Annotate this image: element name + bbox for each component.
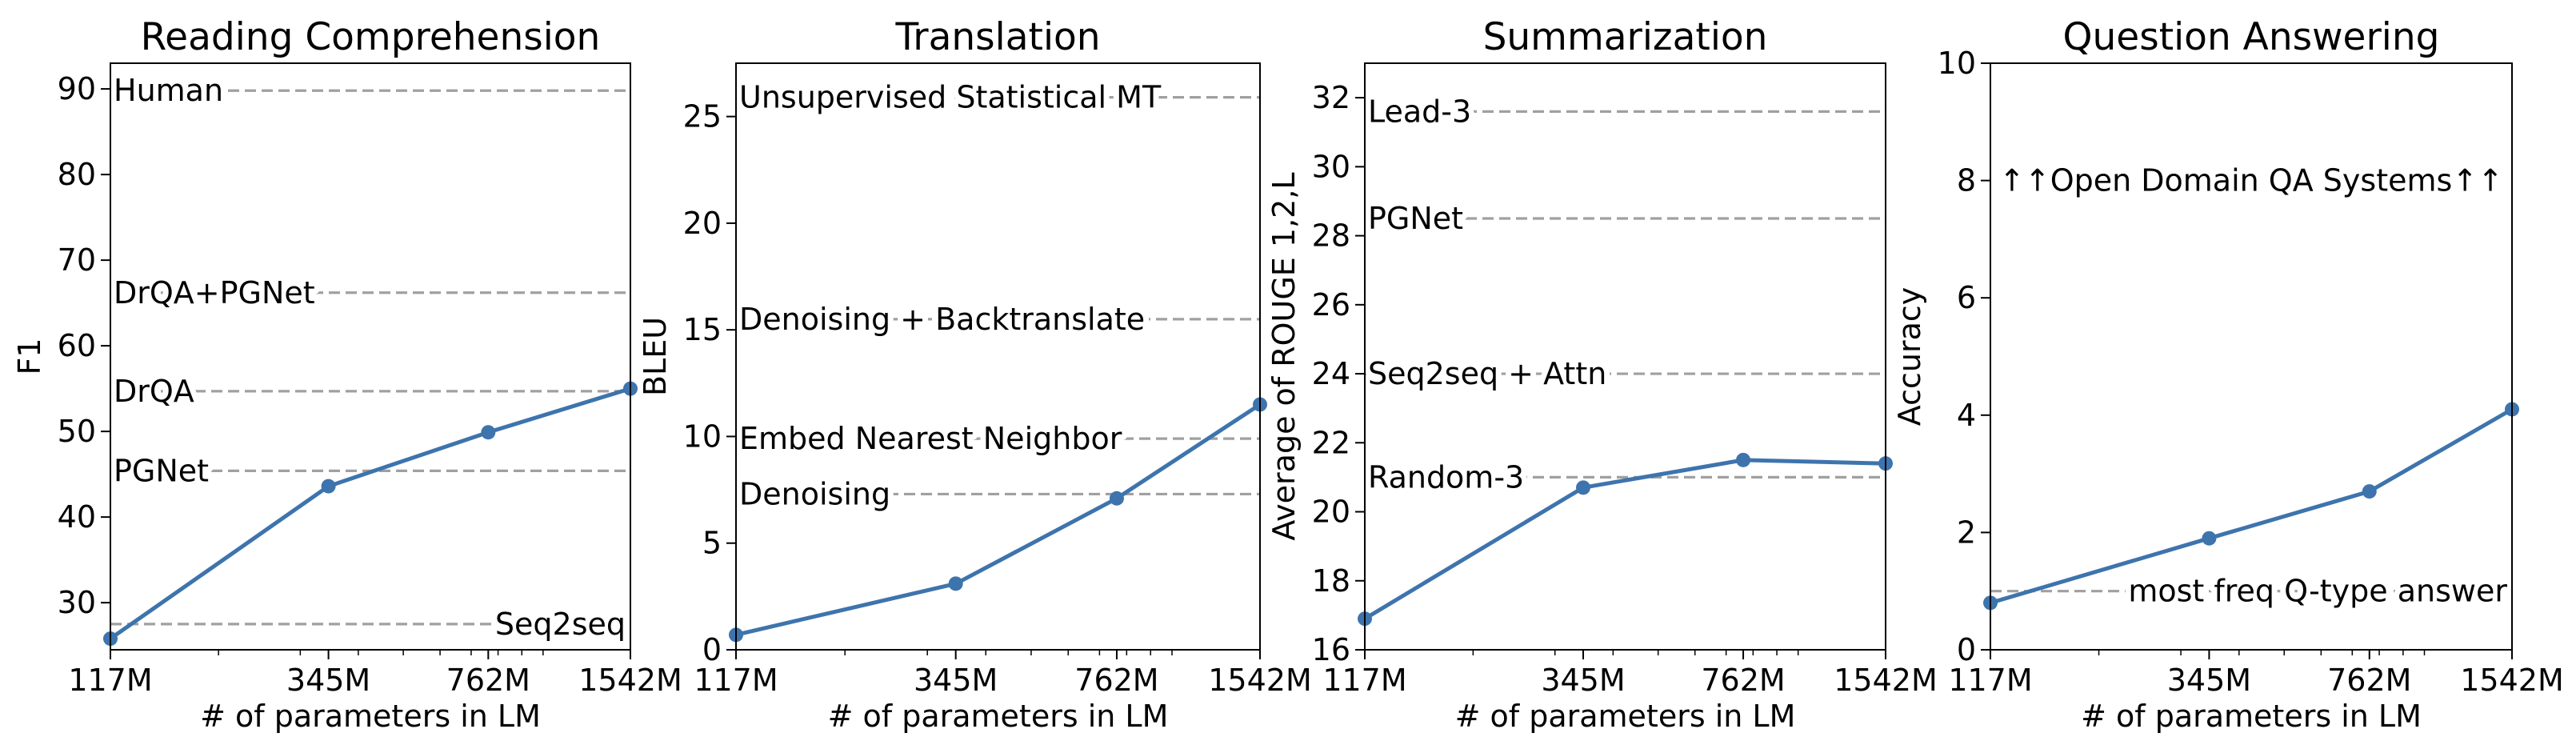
reference-label: Denoising — [739, 476, 890, 511]
panel-title: Translation — [894, 15, 1100, 59]
data-point — [1109, 491, 1124, 506]
x-axis-label: # of parameters in LM — [200, 699, 541, 734]
x-tick-label: 345M — [914, 663, 998, 698]
x-tick-label: 117M — [1948, 663, 2032, 698]
reference-label: Denoising + Backtranslate — [739, 302, 1145, 337]
panel-title: Question Answering — [2063, 15, 2440, 59]
reference-label: Random-3 — [1368, 459, 1524, 495]
reference-label: Seq2seq — [495, 607, 626, 642]
x-tick-label: 762M — [446, 663, 530, 698]
y-tick-label: 90 — [58, 71, 96, 106]
y-tick-label: 2 — [1957, 515, 1976, 550]
reference-label: Unsupervised Statistical MT — [739, 80, 1162, 115]
y-tick-label: 10 — [1938, 46, 1976, 81]
y-tick-label: 30 — [58, 585, 96, 620]
data-point — [321, 479, 336, 494]
x-tick-label: 1542M — [1208, 663, 1312, 698]
y-tick-label: 20 — [683, 206, 722, 241]
y-axis-label: BLEU — [638, 317, 673, 396]
plot-frame — [110, 62, 631, 651]
y-tick-label: 25 — [683, 99, 722, 134]
data-point — [2362, 484, 2377, 499]
reference-label: Human — [114, 73, 223, 108]
plot-frame — [735, 62, 1261, 651]
x-tick-label: 117M — [68, 663, 152, 698]
x-axis-label: # of parameters in LM — [2081, 699, 2422, 734]
y-tick-label: 15 — [683, 312, 722, 347]
x-axis-label: # of parameters in LM — [828, 699, 1169, 734]
y-tick-label: 0 — [1957, 632, 1976, 667]
x-tick-label: 1542M — [1834, 663, 1938, 698]
reference-label: Embed Nearest Neighbor — [739, 421, 1122, 456]
y-tick-label: 20 — [1312, 495, 1350, 530]
y-tick-label: 8 — [1957, 163, 1976, 198]
x-tick-label: 117M — [694, 663, 778, 698]
y-tick-label: 6 — [1957, 280, 1976, 315]
series-line — [735, 403, 1262, 637]
panel-1: Reading Comprehension Human DrQA+PGNet DrQA… — [12, 15, 682, 734]
data-point — [1575, 480, 1590, 495]
y-tick-label: 18 — [1312, 563, 1350, 599]
y-tick-label: 32 — [1312, 80, 1350, 115]
annotation-label: ↑↑Open Domain QA Systems↑↑ — [1999, 163, 2503, 198]
panel-title: Summarization — [1483, 15, 1768, 59]
x-tick-label: 345M — [2167, 663, 2251, 698]
y-tick-label: 70 — [58, 242, 96, 278]
data-point — [948, 576, 963, 591]
x-tick-label: 762M — [1074, 663, 1158, 698]
x-axis-label: # of parameters in LM — [1455, 699, 1796, 734]
x-tick-label: 762M — [1701, 663, 1785, 698]
y-tick-label: 24 — [1312, 356, 1350, 391]
y-tick-label: 30 — [1312, 149, 1350, 184]
y-tick-label: 16 — [1312, 632, 1350, 667]
y-axis-label: Accuracy — [1892, 287, 1927, 427]
y-tick-label: 26 — [1312, 287, 1350, 322]
reference-label: Seq2seq + Attn — [1368, 356, 1606, 391]
panel-2: Translation Unsupervised Statistical MT De… — [638, 15, 1312, 734]
series-line — [109, 387, 631, 641]
x-tick-label: 1542M — [2460, 663, 2564, 698]
data-point — [481, 425, 496, 440]
panel-3: Summarization Lead-3 PGNet Seq2seq + Attn Ra… — [1266, 15, 1938, 734]
reference-label: PGNet — [1368, 201, 1463, 236]
panel-4: Question Answering most freq Q-type answe… — [1892, 15, 2564, 734]
series-line — [1363, 458, 1886, 621]
y-tick-label: 22 — [1312, 425, 1350, 460]
x-tick-label: 345M — [1541, 663, 1625, 698]
reference-label: Lead-3 — [1368, 94, 1471, 129]
reference-label: most freq Q-type answer — [2128, 574, 2507, 609]
data-point — [2202, 531, 2217, 546]
y-tick-label: 0 — [702, 632, 722, 667]
plot-frame — [1364, 62, 1886, 651]
reference-label: DrQA+PGNet — [114, 275, 315, 310]
y-axis-label: Average of ROUGE 1,2,L — [1266, 172, 1302, 540]
x-tick-label: 117M — [1322, 663, 1406, 698]
y-tick-label: 60 — [58, 328, 96, 363]
y-tick-label: 5 — [702, 526, 722, 561]
y-tick-label: 10 — [683, 419, 722, 454]
y-tick-label: 50 — [58, 414, 96, 449]
y-tick-label: 28 — [1312, 218, 1350, 254]
y-tick-label: 80 — [58, 157, 96, 192]
reference-label: DrQA — [114, 374, 194, 409]
x-tick-label: 1542M — [578, 663, 682, 698]
x-tick-label: 762M — [2327, 663, 2411, 698]
reference-label: PGNet — [114, 453, 209, 488]
series-line — [1990, 407, 2514, 605]
data-point — [1736, 452, 1751, 467]
x-tick-label: 345M — [286, 663, 370, 698]
plot-frame — [1990, 62, 2513, 651]
y-axis-label: F1 — [12, 338, 47, 374]
y-tick-label: 40 — [58, 499, 96, 535]
y-tick-label: 4 — [1957, 398, 1976, 433]
panel-title: Reading Comprehension — [141, 15, 601, 59]
